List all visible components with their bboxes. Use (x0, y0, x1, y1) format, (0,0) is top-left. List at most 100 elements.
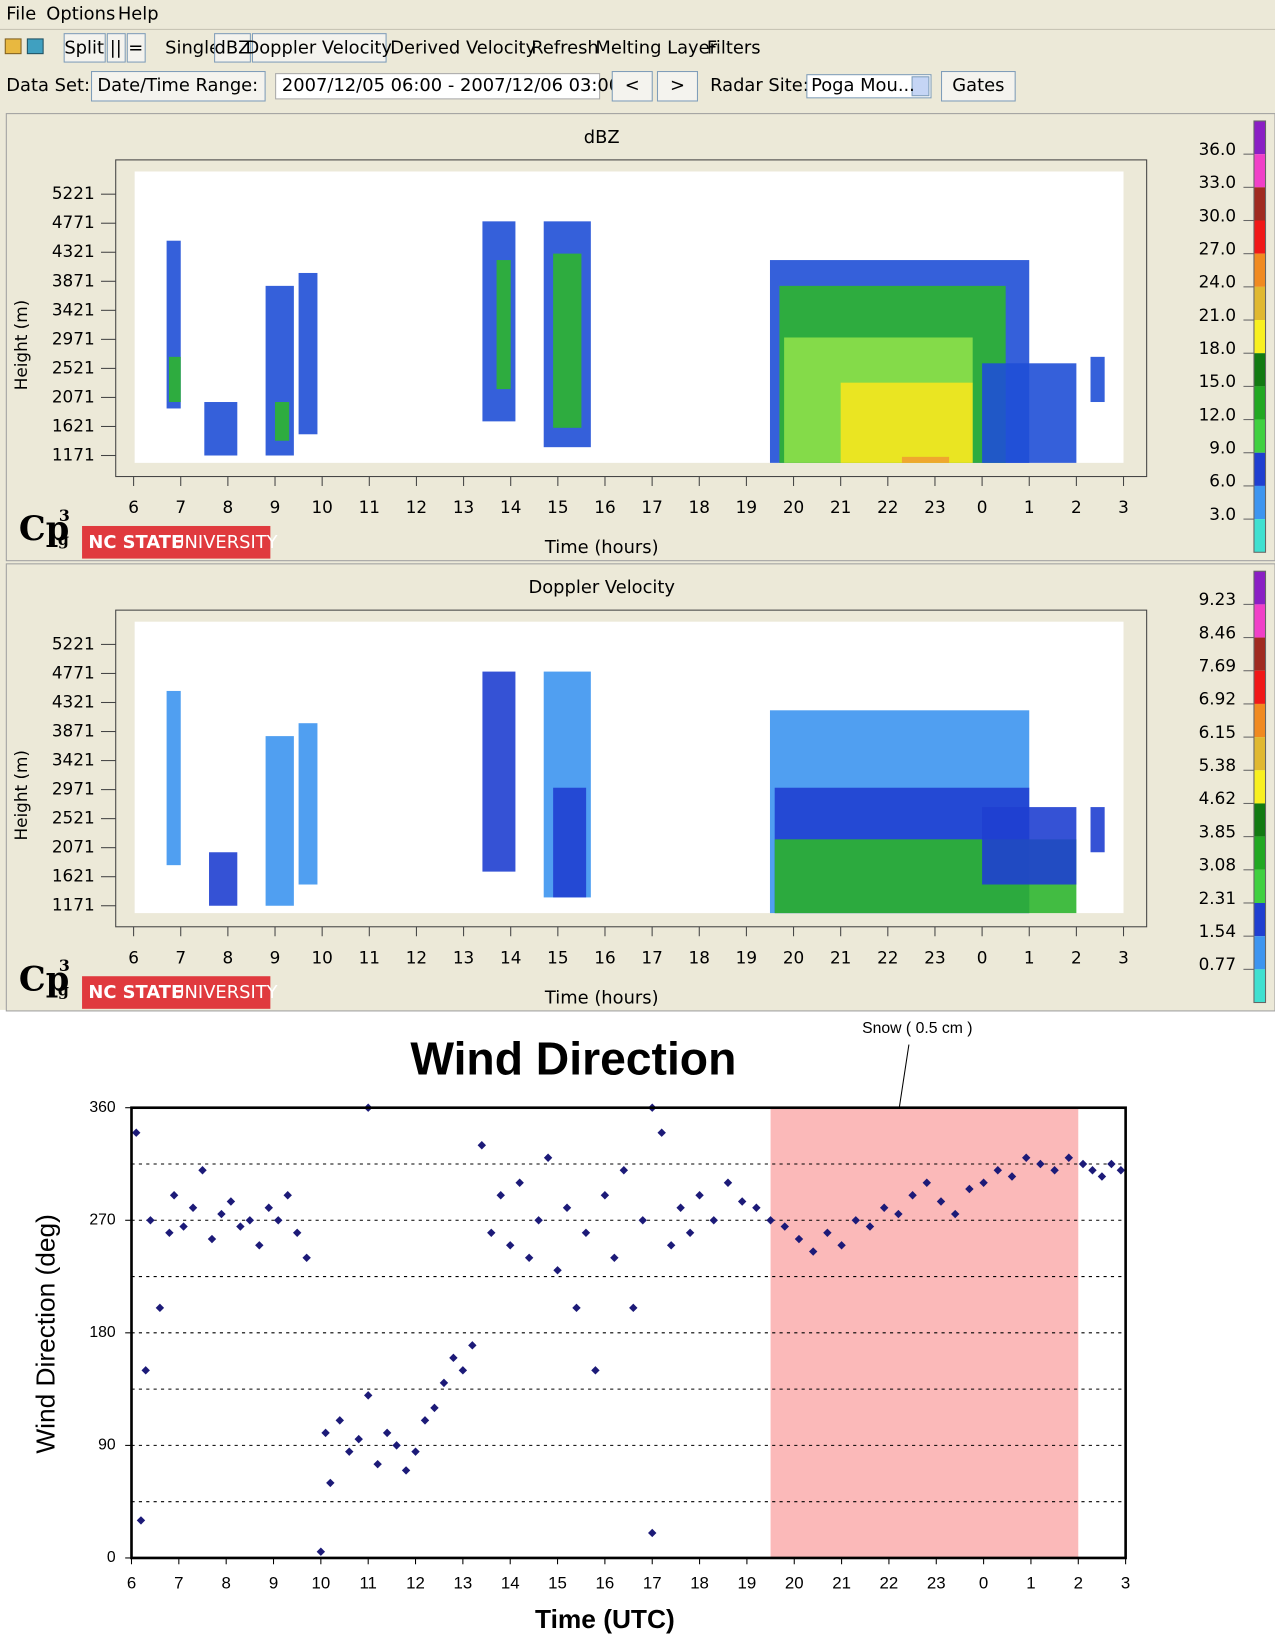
logo-sup: 3 (59, 506, 70, 525)
prev-button[interactable] (611, 71, 653, 102)
x-tick-label: 19 (738, 1574, 757, 1593)
colorbar-label: 8.46 (1199, 622, 1236, 642)
point (894, 1209, 903, 1219)
point (572, 1303, 581, 1313)
point (950, 1209, 960, 1219)
logo-sub: g (58, 980, 69, 999)
y-tick-label: 5221 (52, 633, 95, 653)
colorbar-label: 18.0 (1199, 338, 1236, 358)
x-tick-label: 21 (830, 497, 851, 517)
x-tick-label: 1 (1024, 947, 1035, 967)
point (458, 1366, 468, 1375)
menu-item[interactable]: Help (118, 4, 159, 25)
button-label: Date/Time Range: (97, 75, 258, 96)
point (1097, 1172, 1107, 1181)
echo (298, 723, 318, 885)
save-icon[interactable] (26, 38, 44, 55)
echo (840, 382, 973, 463)
split-button[interactable] (63, 33, 106, 63)
colorbar-label: 6.15 (1199, 722, 1236, 742)
site-select[interactable] (806, 74, 932, 99)
colorbar-segment (1253, 571, 1266, 605)
x-tick-label: 17 (643, 1574, 662, 1593)
point (468, 1341, 477, 1350)
x-tick-label: 1 (1026, 1574, 1035, 1593)
horizontal-split-button[interactable] (126, 33, 146, 63)
point (908, 1191, 917, 1200)
colorbar-label: 3.08 (1199, 855, 1236, 875)
echo (496, 260, 511, 390)
x-tick-label: 8 (221, 1574, 230, 1593)
x-tick-label: 12 (406, 947, 427, 967)
range-field[interactable] (275, 73, 601, 100)
toolbar-item[interactable]: Derived Velocity (390, 37, 536, 58)
dbz-button[interactable] (214, 33, 251, 63)
x-axis-label: Time (UTC) (535, 1604, 675, 1634)
x-tick-label: 18 (690, 1574, 709, 1593)
open-icon[interactable] (4, 38, 22, 55)
colorbar-segment (1253, 519, 1266, 553)
point (524, 1253, 534, 1263)
badge (82, 525, 271, 559)
point (335, 1416, 344, 1425)
point (354, 1434, 363, 1444)
select-arrow[interactable] (911, 76, 930, 97)
logo: Cp (19, 508, 69, 548)
range-button[interactable] (90, 71, 266, 102)
colorbar-segment (1253, 604, 1266, 638)
vertical-split-button[interactable] (106, 33, 126, 63)
x-tick-label: 15 (548, 1574, 567, 1593)
button-label: dBZ (215, 37, 251, 58)
point (808, 1247, 818, 1256)
menu-item[interactable]: Options (46, 4, 115, 25)
x-tick-label: 15 (547, 947, 568, 967)
next-button[interactable] (656, 71, 698, 102)
point (553, 1266, 562, 1275)
x-tick-label: 22 (880, 1574, 899, 1593)
point (657, 1128, 666, 1137)
point (979, 1178, 988, 1187)
point (179, 1222, 188, 1231)
point (685, 1228, 695, 1237)
point (737, 1197, 747, 1206)
x-tick-label: 12 (406, 1574, 425, 1593)
colorbar-label: 33.0 (1199, 172, 1236, 192)
point (283, 1191, 292, 1200)
point (198, 1166, 207, 1175)
x-tick-label: 7 (175, 947, 186, 967)
colorbar-label: 6.92 (1199, 689, 1236, 709)
y-tick-label: 0 (107, 1549, 116, 1566)
toolbar-item[interactable]: Filters (707, 37, 761, 58)
toolbar-item[interactable]: Refresh (531, 37, 599, 58)
echo (209, 852, 238, 906)
colorbar-segment (1253, 869, 1266, 903)
echo (298, 272, 318, 435)
x-tick-label: 10 (311, 947, 332, 967)
echo (1090, 356, 1105, 403)
menu-item[interactable]: File (6, 4, 36, 25)
colorbar-segment (1253, 353, 1266, 387)
y-tick-label: 2971 (52, 328, 95, 348)
colorbar-label: 36.0 (1199, 139, 1236, 159)
y-tick-label: 2071 (52, 837, 95, 857)
y-tick-label: 4321 (52, 691, 95, 711)
gates-button[interactable] (940, 71, 1016, 102)
x-tick-label: 2 (1071, 497, 1082, 517)
point (292, 1228, 302, 1237)
point (752, 1203, 761, 1212)
y-axis-label: Height (m) (11, 750, 31, 841)
y-tick-label: 270 (89, 1211, 116, 1228)
point (629, 1303, 638, 1313)
button-label: || (110, 37, 122, 58)
point (506, 1241, 515, 1250)
x-tick-label: 21 (832, 1574, 851, 1593)
x-tick-label: 11 (359, 497, 380, 517)
x-tick-label: 6 (128, 497, 139, 517)
toolbar-item[interactable]: Melting Layer (595, 37, 717, 58)
point (1116, 1166, 1126, 1175)
doppler-button[interactable] (251, 33, 387, 63)
point (245, 1216, 255, 1225)
point (188, 1203, 198, 1212)
x-tick-label: 14 (500, 497, 521, 517)
toolbar-item[interactable]: Single (165, 37, 220, 58)
